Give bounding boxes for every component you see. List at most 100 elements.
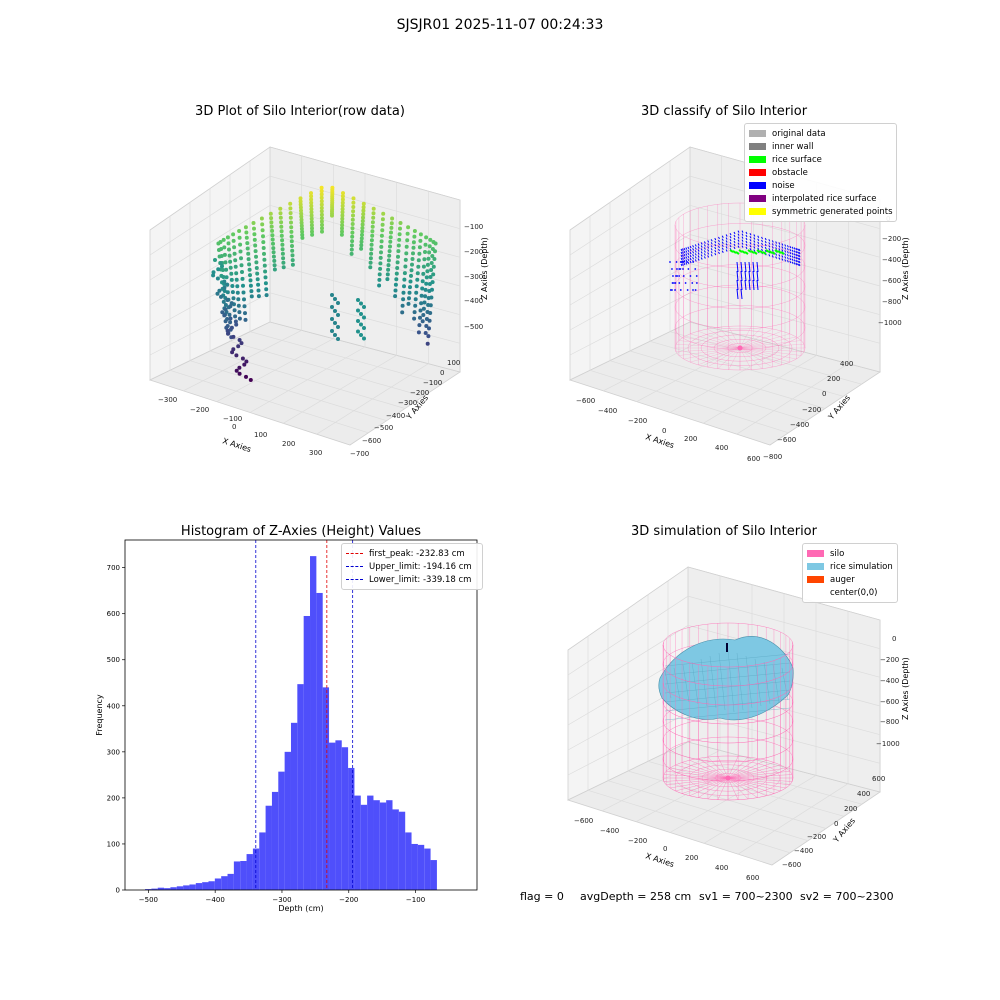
panel1-y-ticks: 100 0 −100 −200 −300 −400 −500 −600 −700: [350, 359, 460, 458]
scatter-point: [269, 224, 274, 229]
scatter-point: [255, 277, 260, 282]
silo-floor-line: [689, 760, 729, 779]
noise-point: [791, 249, 794, 253]
scatter-point: [251, 221, 256, 225]
scatter-point: [249, 294, 254, 299]
scatter-point: [421, 264, 426, 269]
scatter-point: [406, 301, 411, 306]
scatter-point: [229, 301, 234, 306]
x-tick: −200: [190, 406, 209, 414]
scatter-point: [222, 289, 227, 293]
histogram-bar: [379, 802, 387, 890]
scatter-point: [389, 225, 394, 230]
histogram-bar: [284, 751, 291, 890]
noise-point: [775, 247, 778, 250]
histogram-bar: [335, 740, 342, 890]
noise-point: [752, 279, 755, 291]
y-tick: −800: [763, 453, 782, 461]
rice-surface-point: [777, 250, 782, 254]
scatter-point: [408, 285, 412, 290]
panel2-3d-plot: −600 −400 −200 0 200 400 600 X Axies 400…: [568, 146, 910, 463]
x-tick: 200: [685, 854, 698, 862]
legend-swatch: [807, 563, 824, 570]
scatter-point: [362, 315, 366, 320]
scatter-point: [262, 263, 267, 268]
scatter-point: [241, 283, 245, 288]
noise-point: [740, 261, 743, 273]
scatter-point: [246, 251, 251, 256]
scatter-point: [260, 228, 265, 233]
noise-point: [791, 246, 794, 250]
noise-point: [703, 256, 706, 259]
scatter-point: [379, 250, 383, 255]
scatter-point: [381, 211, 386, 216]
rice-surface-point: [747, 249, 752, 253]
silo-floor-line: [663, 774, 729, 779]
scatter-point: [356, 319, 360, 323]
scatter-point: [233, 264, 238, 269]
noise-point: [689, 254, 692, 258]
scatter-point: [330, 213, 334, 218]
scatter-point: [225, 328, 230, 333]
scatter-point: [388, 235, 393, 240]
noise-point: [761, 242, 763, 246]
scatter-point: [417, 251, 422, 256]
scatter-point: [380, 222, 385, 227]
scatter-point: [359, 322, 363, 327]
noise-point: [757, 244, 760, 247]
surface-mesh-line: [664, 680, 791, 694]
scatter-point: [388, 239, 393, 244]
scatter-point: [417, 323, 422, 328]
noise-point: [714, 237, 717, 241]
noise-point: [798, 260, 801, 264]
scatter-point: [423, 242, 428, 247]
noise-point: [681, 257, 684, 260]
noise-point: [740, 288, 743, 300]
scatter-point: [228, 259, 233, 264]
scatter-point: [340, 216, 345, 221]
panel4-silo-wireframe-front: [662, 644, 794, 801]
histogram-chart: −500 −400 −300 −200 −100 0 100 200 300 400 500 600…: [95, 539, 478, 913]
scatter-point: [370, 229, 375, 234]
scatter-point: [340, 203, 345, 208]
noise-point: [789, 257, 792, 261]
scatter-point: [418, 315, 422, 320]
scatter-point: [249, 289, 254, 294]
noise-point: [797, 263, 800, 266]
scatter-point: [361, 201, 366, 206]
scatter-point: [368, 256, 373, 261]
scatter-point: [221, 299, 226, 304]
scatter-point: [360, 222, 365, 227]
scatter-point: [396, 243, 401, 248]
noise-point: [710, 245, 713, 248]
scatter-point: [300, 235, 305, 240]
scatter-point: [281, 256, 286, 261]
scatter-point: [425, 341, 430, 346]
noise-point: [798, 248, 801, 252]
surface-mesh-line: [781, 667, 789, 701]
scatter-point: [418, 232, 423, 237]
surface-mesh-line: [745, 655, 753, 709]
scatter-point: [228, 316, 233, 321]
scatter-point: [223, 260, 228, 265]
noise-point: [786, 254, 789, 257]
scatter-point: [240, 356, 245, 361]
z-tick: 0: [892, 635, 896, 643]
noise-point: [680, 251, 683, 255]
noise-point: [694, 268, 697, 270]
noise-point: [753, 243, 756, 246]
silo-floor-line: [717, 777, 729, 800]
y-tick-label: 400: [107, 702, 120, 710]
scatter-point: [340, 213, 345, 218]
scatter-point: [319, 189, 324, 194]
scatter-point: [229, 325, 234, 330]
silo-floor-line: [698, 331, 741, 349]
scatter-point: [279, 229, 284, 234]
x-tick: 100: [254, 431, 267, 439]
noise-point: [680, 248, 683, 252]
scatter-point: [225, 298, 230, 302]
scatter-point: [235, 290, 240, 295]
scatter-point: [309, 200, 314, 205]
scatter-point: [429, 268, 434, 272]
scatter-point: [423, 287, 428, 292]
